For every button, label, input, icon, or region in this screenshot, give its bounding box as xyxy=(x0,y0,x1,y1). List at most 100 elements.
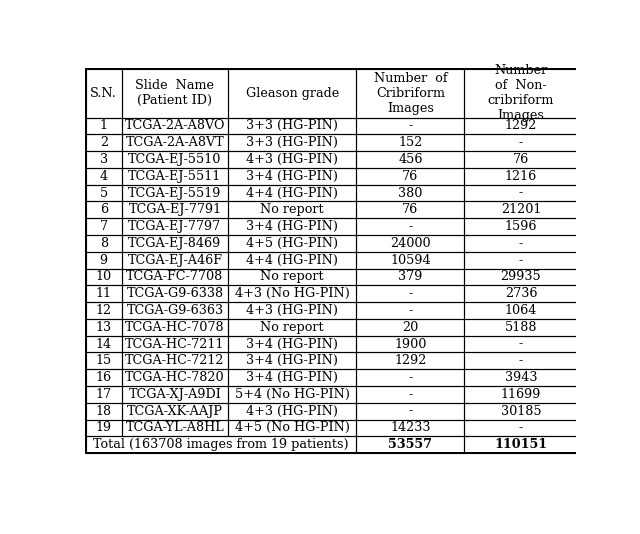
Text: 3: 3 xyxy=(100,153,108,166)
Text: TCGA-2A-A8VO: TCGA-2A-A8VO xyxy=(125,120,225,132)
Bar xyxy=(86,352,122,369)
Bar xyxy=(122,201,228,218)
Text: 30185: 30185 xyxy=(500,405,541,418)
Text: 11: 11 xyxy=(96,287,112,300)
Bar xyxy=(122,252,228,269)
Bar xyxy=(122,352,228,369)
Text: 2736: 2736 xyxy=(505,287,537,300)
Text: -: - xyxy=(519,136,523,149)
Bar xyxy=(356,252,465,269)
Bar xyxy=(86,336,122,352)
Text: TCGA-2A-A8VT: TCGA-2A-A8VT xyxy=(125,136,225,149)
Text: 110151: 110151 xyxy=(494,438,547,451)
Text: TCGA-EJ-8469: TCGA-EJ-8469 xyxy=(129,237,221,250)
Text: No report: No report xyxy=(260,203,324,216)
Bar xyxy=(356,269,465,285)
Text: TCGA-HC-7820: TCGA-HC-7820 xyxy=(125,371,225,384)
Bar xyxy=(356,135,465,151)
Bar xyxy=(122,151,228,168)
Bar xyxy=(228,185,356,201)
Bar xyxy=(228,269,356,285)
Bar xyxy=(228,135,356,151)
Bar xyxy=(86,185,122,201)
Text: 4: 4 xyxy=(100,170,108,183)
Bar xyxy=(86,319,122,336)
Text: -: - xyxy=(408,287,412,300)
Bar xyxy=(228,235,356,252)
Text: -: - xyxy=(408,304,412,317)
Text: 16: 16 xyxy=(96,371,112,384)
Text: 10594: 10594 xyxy=(390,254,431,266)
Bar xyxy=(465,420,577,436)
Text: 2: 2 xyxy=(100,136,108,149)
Text: 13: 13 xyxy=(96,321,112,334)
Text: 21201: 21201 xyxy=(500,203,541,216)
Bar xyxy=(122,168,228,185)
Bar xyxy=(86,201,122,218)
Bar xyxy=(465,235,577,252)
Bar xyxy=(356,369,465,386)
Text: 12: 12 xyxy=(96,304,112,317)
Text: 4+3 (No HG-PIN): 4+3 (No HG-PIN) xyxy=(235,287,349,300)
Text: 152: 152 xyxy=(398,136,422,149)
Bar xyxy=(465,69,577,117)
Text: 24000: 24000 xyxy=(390,237,431,250)
Text: TCGA-EJ-A46F: TCGA-EJ-A46F xyxy=(127,254,223,266)
Bar xyxy=(228,285,356,302)
Bar xyxy=(356,69,465,117)
Text: 3+4 (HG-PIN): 3+4 (HG-PIN) xyxy=(246,354,339,367)
Bar xyxy=(465,403,577,420)
Bar xyxy=(228,201,356,218)
Text: TCGA-EJ-5511: TCGA-EJ-5511 xyxy=(129,170,221,183)
Bar xyxy=(356,436,465,453)
Text: 3+4 (HG-PIN): 3+4 (HG-PIN) xyxy=(246,220,339,233)
Text: 5+4 (No HG-PIN): 5+4 (No HG-PIN) xyxy=(235,388,350,401)
Bar xyxy=(465,135,577,151)
Bar xyxy=(122,403,228,420)
Text: -: - xyxy=(408,120,412,132)
Bar xyxy=(465,386,577,403)
Bar xyxy=(122,285,228,302)
Bar xyxy=(356,168,465,185)
Text: TCGA-HC-7078: TCGA-HC-7078 xyxy=(125,321,225,334)
Text: 3+3 (HG-PIN): 3+3 (HG-PIN) xyxy=(246,120,339,132)
Bar xyxy=(465,269,577,285)
Text: Number  of
Cribriform
Images: Number of Cribriform Images xyxy=(374,72,447,115)
Text: Total (163708 images from 19 patients): Total (163708 images from 19 patients) xyxy=(93,438,349,451)
Text: TCGA-EJ-7797: TCGA-EJ-7797 xyxy=(129,220,221,233)
Bar xyxy=(465,352,577,369)
Text: TCGA-G9-6338: TCGA-G9-6338 xyxy=(127,287,223,300)
Bar xyxy=(228,420,356,436)
Text: TCGA-XJ-A9DI: TCGA-XJ-A9DI xyxy=(129,388,221,401)
Text: S.N.: S.N. xyxy=(90,87,117,100)
Bar xyxy=(122,69,228,117)
Text: -: - xyxy=(408,405,412,418)
Text: TCGA-XK-AAJP: TCGA-XK-AAJP xyxy=(127,405,223,418)
Text: 29935: 29935 xyxy=(500,270,541,284)
Text: -: - xyxy=(519,254,523,266)
Bar xyxy=(122,336,228,352)
Bar xyxy=(228,336,356,352)
Bar xyxy=(122,302,228,319)
Text: -: - xyxy=(519,337,523,350)
Text: 4+3 (HG-PIN): 4+3 (HG-PIN) xyxy=(246,304,339,317)
Bar xyxy=(122,386,228,403)
Bar xyxy=(356,302,465,319)
Text: -: - xyxy=(519,237,523,250)
Bar xyxy=(356,319,465,336)
Text: 3943: 3943 xyxy=(505,371,537,384)
Bar xyxy=(122,269,228,285)
Text: 4+3 (HG-PIN): 4+3 (HG-PIN) xyxy=(246,153,339,166)
Text: -: - xyxy=(408,220,412,233)
Bar xyxy=(228,168,356,185)
Text: -: - xyxy=(408,388,412,401)
Text: 3+3 (HG-PIN): 3+3 (HG-PIN) xyxy=(246,136,339,149)
Bar xyxy=(356,352,465,369)
Text: 456: 456 xyxy=(398,153,422,166)
Bar xyxy=(228,117,356,135)
Bar xyxy=(228,319,356,336)
Bar xyxy=(86,117,122,135)
Text: 76: 76 xyxy=(402,170,419,183)
Bar xyxy=(465,151,577,168)
Text: 10: 10 xyxy=(96,270,112,284)
